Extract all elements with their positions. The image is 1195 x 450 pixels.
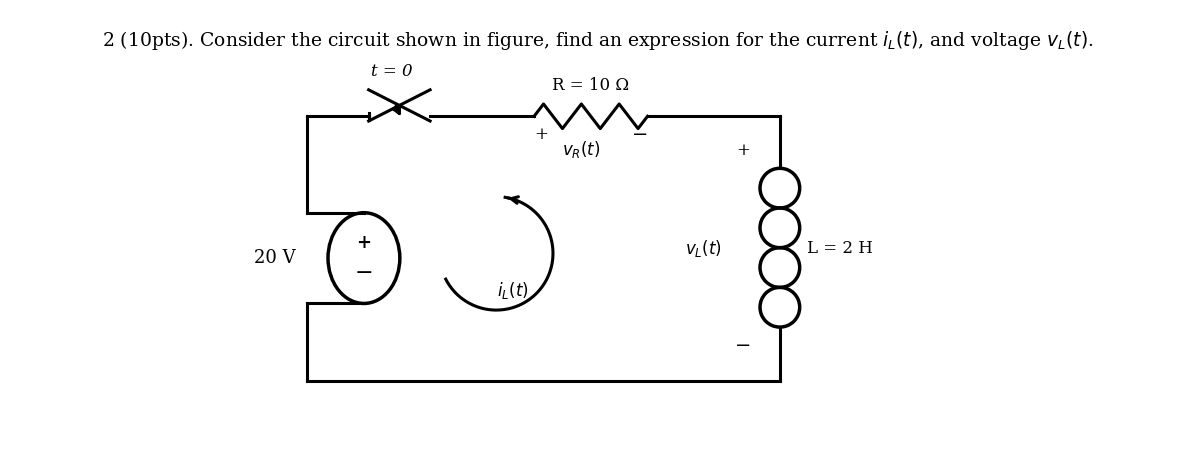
Text: −: −: [355, 262, 373, 284]
Text: −: −: [735, 337, 752, 355]
Text: t = 0: t = 0: [370, 63, 412, 81]
Text: 2 (10pts). Consider the circuit shown in figure, find an expression for the curr: 2 (10pts). Consider the circuit shown in…: [102, 29, 1093, 52]
Text: $v_R(t)$: $v_R(t)$: [562, 139, 601, 160]
Text: +: +: [356, 234, 372, 252]
Text: −: −: [632, 126, 648, 144]
Text: 20 V: 20 V: [255, 249, 296, 267]
Text: $v_L(t)$: $v_L(t)$: [685, 238, 722, 259]
Text: $i_L(t)$: $i_L(t)$: [497, 280, 529, 301]
Text: R = 10 Ω: R = 10 Ω: [552, 76, 630, 94]
Text: +: +: [534, 126, 549, 143]
Text: L = 2 H: L = 2 H: [808, 240, 874, 257]
Text: +: +: [736, 142, 750, 159]
